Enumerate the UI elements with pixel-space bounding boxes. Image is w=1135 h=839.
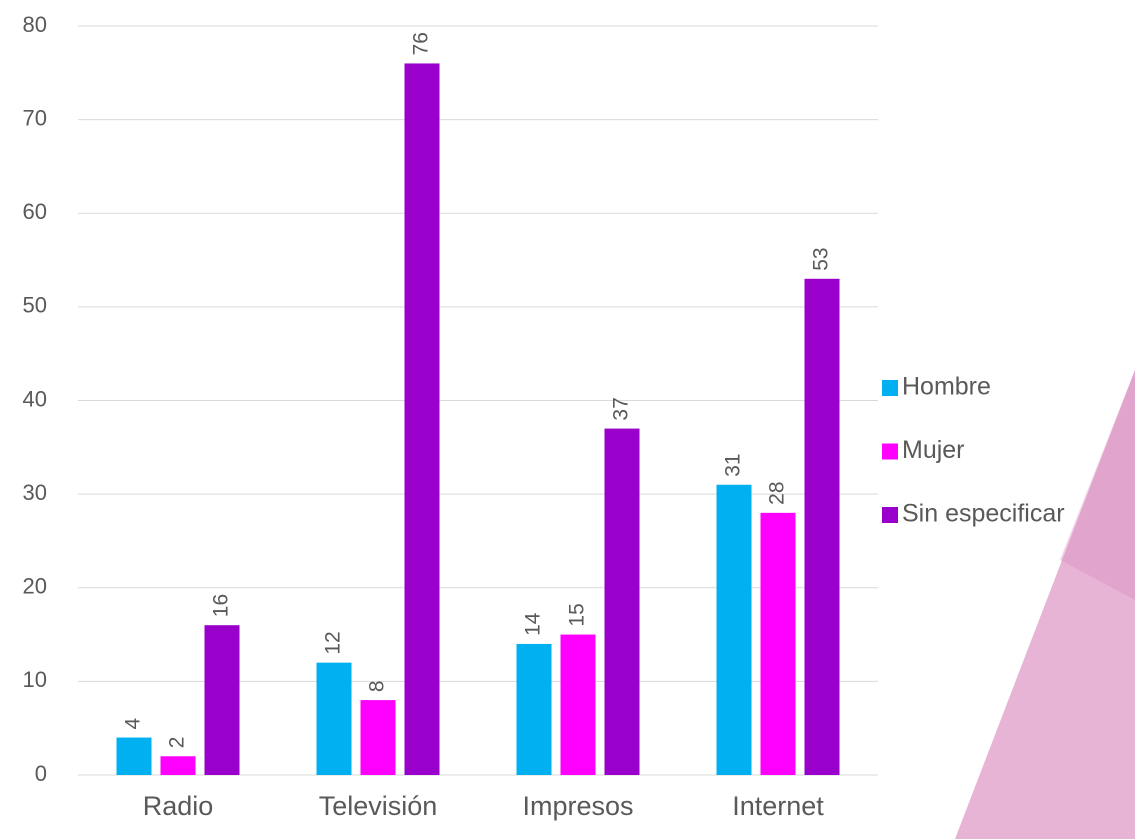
bar — [760, 512, 796, 775]
bar — [160, 756, 196, 775]
legend-swatch — [882, 380, 898, 396]
legend-label: Hombre — [902, 373, 991, 401]
legend-label: Mujer — [902, 436, 965, 464]
y-tick-label: 20 — [23, 574, 47, 599]
bar — [116, 737, 152, 775]
value-label: 14 — [522, 612, 545, 636]
bar — [316, 662, 352, 775]
background-decoration — [955, 370, 1135, 839]
y-tick-label: 50 — [23, 293, 47, 318]
bar — [560, 634, 596, 775]
x-tick-label: Impresos — [522, 791, 633, 821]
legend-swatch — [882, 507, 898, 523]
y-tick-label: 30 — [23, 480, 47, 505]
legend-label: Sin especificar — [902, 500, 1065, 528]
y-tick-label: 10 — [23, 667, 47, 692]
bar — [604, 428, 640, 775]
value-label: 8 — [366, 680, 389, 692]
value-label: 16 — [210, 594, 233, 617]
value-label: 76 — [410, 32, 433, 55]
y-tick-label: 60 — [23, 199, 47, 224]
value-label: 53 — [810, 247, 833, 270]
y-tick-label: 70 — [23, 105, 47, 130]
bar — [404, 63, 440, 775]
x-tick-label: Televisión — [319, 791, 438, 821]
y-tick-label: 0 — [35, 761, 47, 786]
value-label: 31 — [722, 453, 745, 476]
value-label: 2 — [166, 737, 189, 749]
x-tick-label: Radio — [143, 791, 214, 821]
value-label: 12 — [322, 631, 345, 654]
bar — [516, 643, 552, 775]
bar — [204, 625, 240, 775]
value-label: 15 — [566, 603, 589, 626]
x-tick-label: Internet — [732, 791, 824, 821]
bar — [716, 484, 752, 775]
value-label: 4 — [122, 718, 145, 730]
y-tick-label: 40 — [23, 386, 47, 411]
value-label: 28 — [766, 481, 789, 504]
bar — [804, 278, 840, 775]
legend-swatch — [882, 443, 898, 460]
background-decoration — [1060, 370, 1135, 600]
plot-area: 0 10 20 30 40 50 60 70 80 Radio 4 2 16 Televisión 12 8 7… — [23, 12, 1065, 821]
bar — [360, 700, 396, 775]
value-label: 37 — [610, 397, 633, 420]
y-tick-label: 80 — [23, 12, 47, 37]
